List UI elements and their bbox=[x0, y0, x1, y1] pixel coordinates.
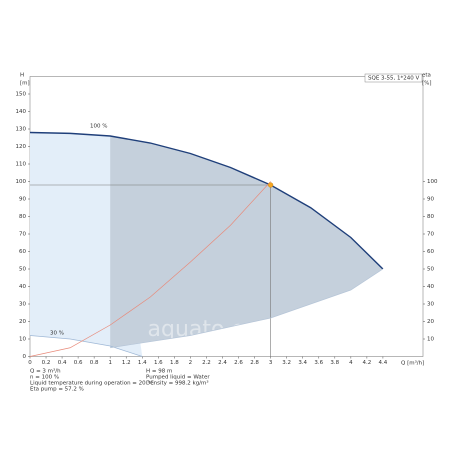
areas bbox=[30, 132, 383, 357]
x-tick-label: 3 bbox=[269, 360, 273, 366]
x-tick-label: 4 bbox=[349, 360, 353, 366]
y2-tick-label: 50 bbox=[427, 267, 434, 273]
y2-tick-label: 10 bbox=[427, 337, 434, 343]
x-tick-label: 0.2 bbox=[42, 360, 51, 366]
x-tick-label: 2.4 bbox=[218, 360, 227, 366]
x-tick-label: 1.8 bbox=[170, 360, 179, 366]
y-tick-label: 30 bbox=[19, 302, 26, 308]
y-tick-label: 50 bbox=[19, 267, 26, 273]
y-tick-label: 60 bbox=[19, 249, 26, 255]
y2-tick-label: 70 bbox=[427, 232, 434, 238]
x-tick-label: 1 bbox=[108, 360, 112, 366]
y-tick-label: 100 bbox=[16, 179, 27, 185]
y-tick-label: 140 bbox=[16, 109, 27, 115]
x-tick-label: 0.6 bbox=[74, 360, 83, 366]
y-label: H bbox=[20, 73, 24, 79]
x-tick-label: 3.6 bbox=[314, 360, 323, 366]
y-unit: [m] bbox=[20, 81, 30, 87]
x-label: Q [m³/h] bbox=[401, 360, 424, 367]
y2-tick-label: 30 bbox=[427, 302, 434, 308]
info: Density = 998.2 kg/m³ bbox=[146, 380, 209, 387]
y-tick-label: 0 bbox=[23, 354, 27, 360]
x-tick-label: 3.8 bbox=[330, 360, 339, 366]
info: Q = 3 m³/h bbox=[30, 368, 61, 375]
x-tick-label: 2.6 bbox=[234, 360, 243, 366]
x-tick-label: 0.4 bbox=[58, 360, 67, 366]
curve bbox=[110, 268, 384, 349]
curve bbox=[29, 131, 384, 270]
y2-tick-label: 80 bbox=[427, 214, 434, 220]
x-tick-label: 3.2 bbox=[282, 360, 291, 366]
y2-tick-label: 20 bbox=[427, 319, 434, 325]
curve-label: 100 % bbox=[90, 124, 107, 130]
x-tick-label: 2 bbox=[189, 360, 193, 366]
y-tick-label: 70 bbox=[19, 232, 26, 238]
info: Eta pump = 57.2 % bbox=[30, 387, 84, 393]
info: H = 98 m bbox=[146, 369, 172, 375]
x-tick-label: 3.4 bbox=[298, 360, 307, 366]
x-tick-label: 4.2 bbox=[362, 360, 371, 366]
region bbox=[110, 136, 383, 348]
y2-tick-label: 100 bbox=[427, 179, 438, 185]
y-tick-label: 110 bbox=[16, 162, 27, 168]
x-tick-label: 1.6 bbox=[154, 360, 163, 366]
x-tick-label: 0 bbox=[28, 360, 32, 366]
curve bbox=[29, 335, 143, 357]
y-tick-label: 150 bbox=[16, 92, 27, 98]
x-tick-label: 2.2 bbox=[202, 360, 211, 366]
y-tick-label: 130 bbox=[16, 127, 27, 133]
title-box bbox=[364, 73, 423, 83]
curve bbox=[29, 181, 271, 357]
info: Pumped liquid = Water bbox=[146, 375, 210, 381]
x-tick-label: 4.4 bbox=[379, 360, 388, 366]
x-tick-label: 0.8 bbox=[90, 360, 99, 366]
info: n = 100 % bbox=[30, 375, 59, 381]
info: Liquid temperature during operation = 20… bbox=[30, 381, 154, 387]
y2-tick-label: 60 bbox=[427, 249, 434, 255]
y2-unit: [%] bbox=[422, 81, 432, 87]
y-tick-label: 90 bbox=[19, 197, 26, 203]
chart-title: SQE 3-55, 1*240 V bbox=[368, 76, 420, 82]
x-tick-label: 2.8 bbox=[250, 360, 259, 366]
curve-label: 30 % bbox=[50, 331, 64, 337]
y2-tick-label: 90 bbox=[427, 197, 434, 203]
x-tick-label: 1.4 bbox=[138, 360, 147, 366]
operating-point bbox=[268, 182, 274, 188]
x-tick-label: 1.2 bbox=[122, 360, 131, 366]
y-tick-label: 120 bbox=[16, 144, 27, 150]
y2-tick-label: 40 bbox=[427, 284, 434, 290]
y2-label: eta bbox=[422, 73, 431, 79]
y-tick-label: 20 bbox=[19, 319, 26, 325]
y-tick-label: 80 bbox=[19, 214, 26, 220]
y-tick-label: 40 bbox=[19, 284, 26, 290]
y-tick-label: 10 bbox=[19, 337, 26, 343]
